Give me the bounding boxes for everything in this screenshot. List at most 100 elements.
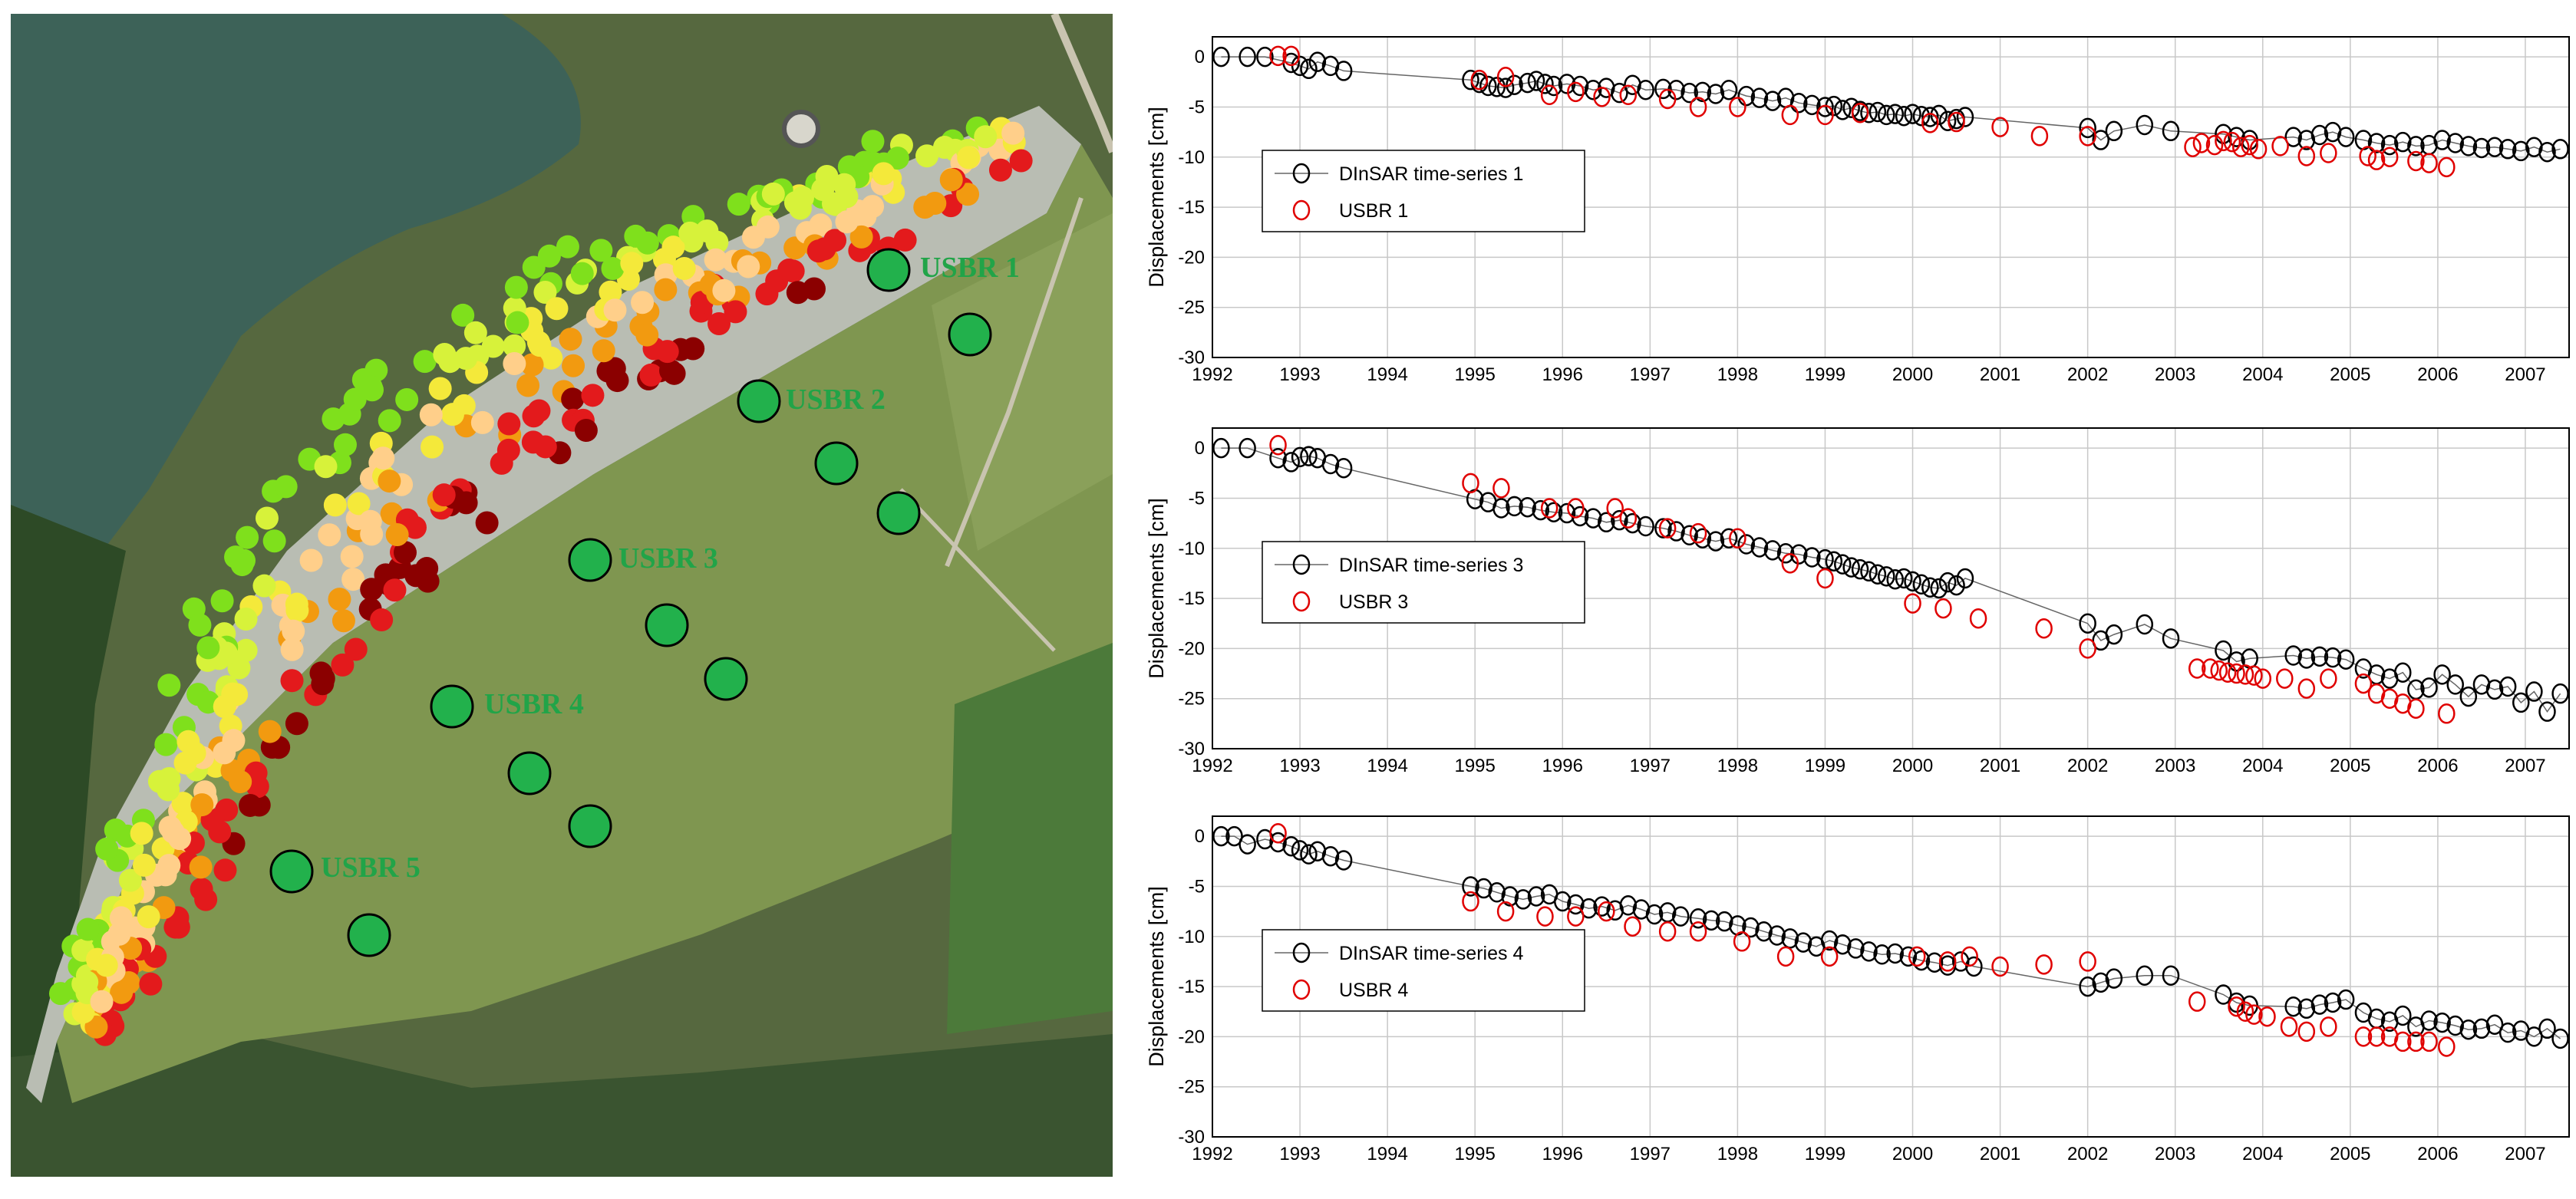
benchmark-marker <box>430 684 474 729</box>
data-point <box>1536 906 1554 927</box>
data-point <box>2105 120 2123 142</box>
data-point <box>1308 51 1327 72</box>
legend-entry: USBR 1 <box>1339 200 1408 222</box>
displacement-point <box>328 588 351 611</box>
data-point <box>1536 74 1554 94</box>
displacement-point <box>556 235 579 259</box>
plot-frame <box>1212 36 2570 358</box>
data-point <box>2188 991 2206 1012</box>
data-point <box>1904 571 1921 592</box>
displacement-point <box>504 275 528 299</box>
data-point <box>1212 825 1230 847</box>
data-point <box>2297 146 2316 166</box>
data-point <box>2310 994 2329 1015</box>
x-tick-label: 2007 <box>2505 756 2545 776</box>
legend-swatch-marker <box>1292 942 1311 963</box>
data-point <box>1921 113 1939 133</box>
data-point <box>2310 646 2329 667</box>
data-point <box>1580 898 1598 919</box>
data-point <box>1654 518 1672 539</box>
displacement-point <box>385 523 409 547</box>
data-point <box>1921 577 1939 598</box>
displacement-point <box>285 598 309 622</box>
displacement-point <box>506 311 529 334</box>
data-point <box>1965 956 1983 977</box>
displacement-point <box>433 342 457 366</box>
data-point <box>1860 103 1878 124</box>
displacement-point <box>704 248 727 272</box>
displacement-point <box>343 387 367 411</box>
displacement-point <box>154 733 178 756</box>
displacement-point <box>639 363 663 387</box>
data-point <box>1527 886 1545 907</box>
x-tick-label: 1995 <box>1454 756 1495 776</box>
data-point <box>1969 608 1987 629</box>
data-point <box>1300 844 1318 865</box>
benchmark-markers <box>269 248 992 957</box>
forest-area <box>11 505 126 1103</box>
data-point <box>1606 498 1624 519</box>
displacement-point <box>562 354 585 377</box>
displacement-point <box>109 906 133 930</box>
data-point <box>1593 896 1611 917</box>
displacement-point <box>522 255 546 279</box>
data-point <box>2297 1021 2316 1043</box>
displacement-point <box>761 182 785 206</box>
x-tick-label: 2002 <box>2067 364 2108 385</box>
displacement-point <box>592 339 615 363</box>
displacement-point <box>655 340 679 364</box>
x-tick-label: 2005 <box>2330 364 2370 385</box>
data-point <box>1567 498 1585 519</box>
data-point <box>2258 1006 2276 1027</box>
data-point <box>1707 84 1725 104</box>
benchmark-marker <box>814 441 859 486</box>
data-point <box>1462 69 1479 91</box>
data-point <box>1598 512 1615 533</box>
data-point <box>1671 906 1690 927</box>
displacement-point <box>189 855 213 879</box>
y-axis-label: Displacements [cm] <box>1145 498 1168 679</box>
data-point <box>1794 932 1812 953</box>
data-point <box>1781 928 1799 949</box>
data-point <box>1763 91 1782 111</box>
data-point <box>2210 660 2228 681</box>
data-point <box>2245 665 2263 686</box>
x-tick-label: 1999 <box>1805 364 1845 385</box>
displacement-point <box>331 653 355 677</box>
data-point <box>1282 45 1300 67</box>
displacement-point <box>229 770 252 794</box>
x-tick-label: 1996 <box>1542 1144 1583 1164</box>
data-point <box>1720 79 1738 100</box>
displacement-point <box>196 636 220 660</box>
displacement-point <box>516 374 540 397</box>
data-point <box>1860 941 1878 962</box>
displacement-point <box>678 221 702 245</box>
data-point <box>2079 976 2096 997</box>
displacement-point <box>157 778 180 802</box>
data-point <box>1658 518 1677 539</box>
displacement-point <box>236 525 259 549</box>
data-point <box>1729 97 1746 117</box>
data-point <box>2284 996 2302 1017</box>
displacement-point <box>631 291 655 315</box>
field-green <box>947 643 1113 1034</box>
data-point <box>1702 910 1720 931</box>
data-point <box>2105 968 2123 989</box>
data-point <box>2538 141 2556 163</box>
data-point <box>2236 1001 2254 1022</box>
displacement-point <box>383 578 407 602</box>
displacement-point <box>481 334 505 358</box>
data-point <box>2433 130 2451 150</box>
data-point <box>2162 120 2180 142</box>
data-point <box>1820 930 1839 951</box>
y-tick-label: -30 <box>1178 739 1205 759</box>
data-point <box>1842 557 1860 578</box>
legend-entry: USBR 4 <box>1339 980 1408 1001</box>
data-point <box>1282 452 1300 473</box>
displacement-point <box>835 185 859 209</box>
data-point <box>1842 97 1860 118</box>
data-point <box>1506 74 1523 95</box>
data-point <box>2297 648 2316 669</box>
data-point <box>2030 126 2049 147</box>
displacement-point <box>913 196 937 219</box>
